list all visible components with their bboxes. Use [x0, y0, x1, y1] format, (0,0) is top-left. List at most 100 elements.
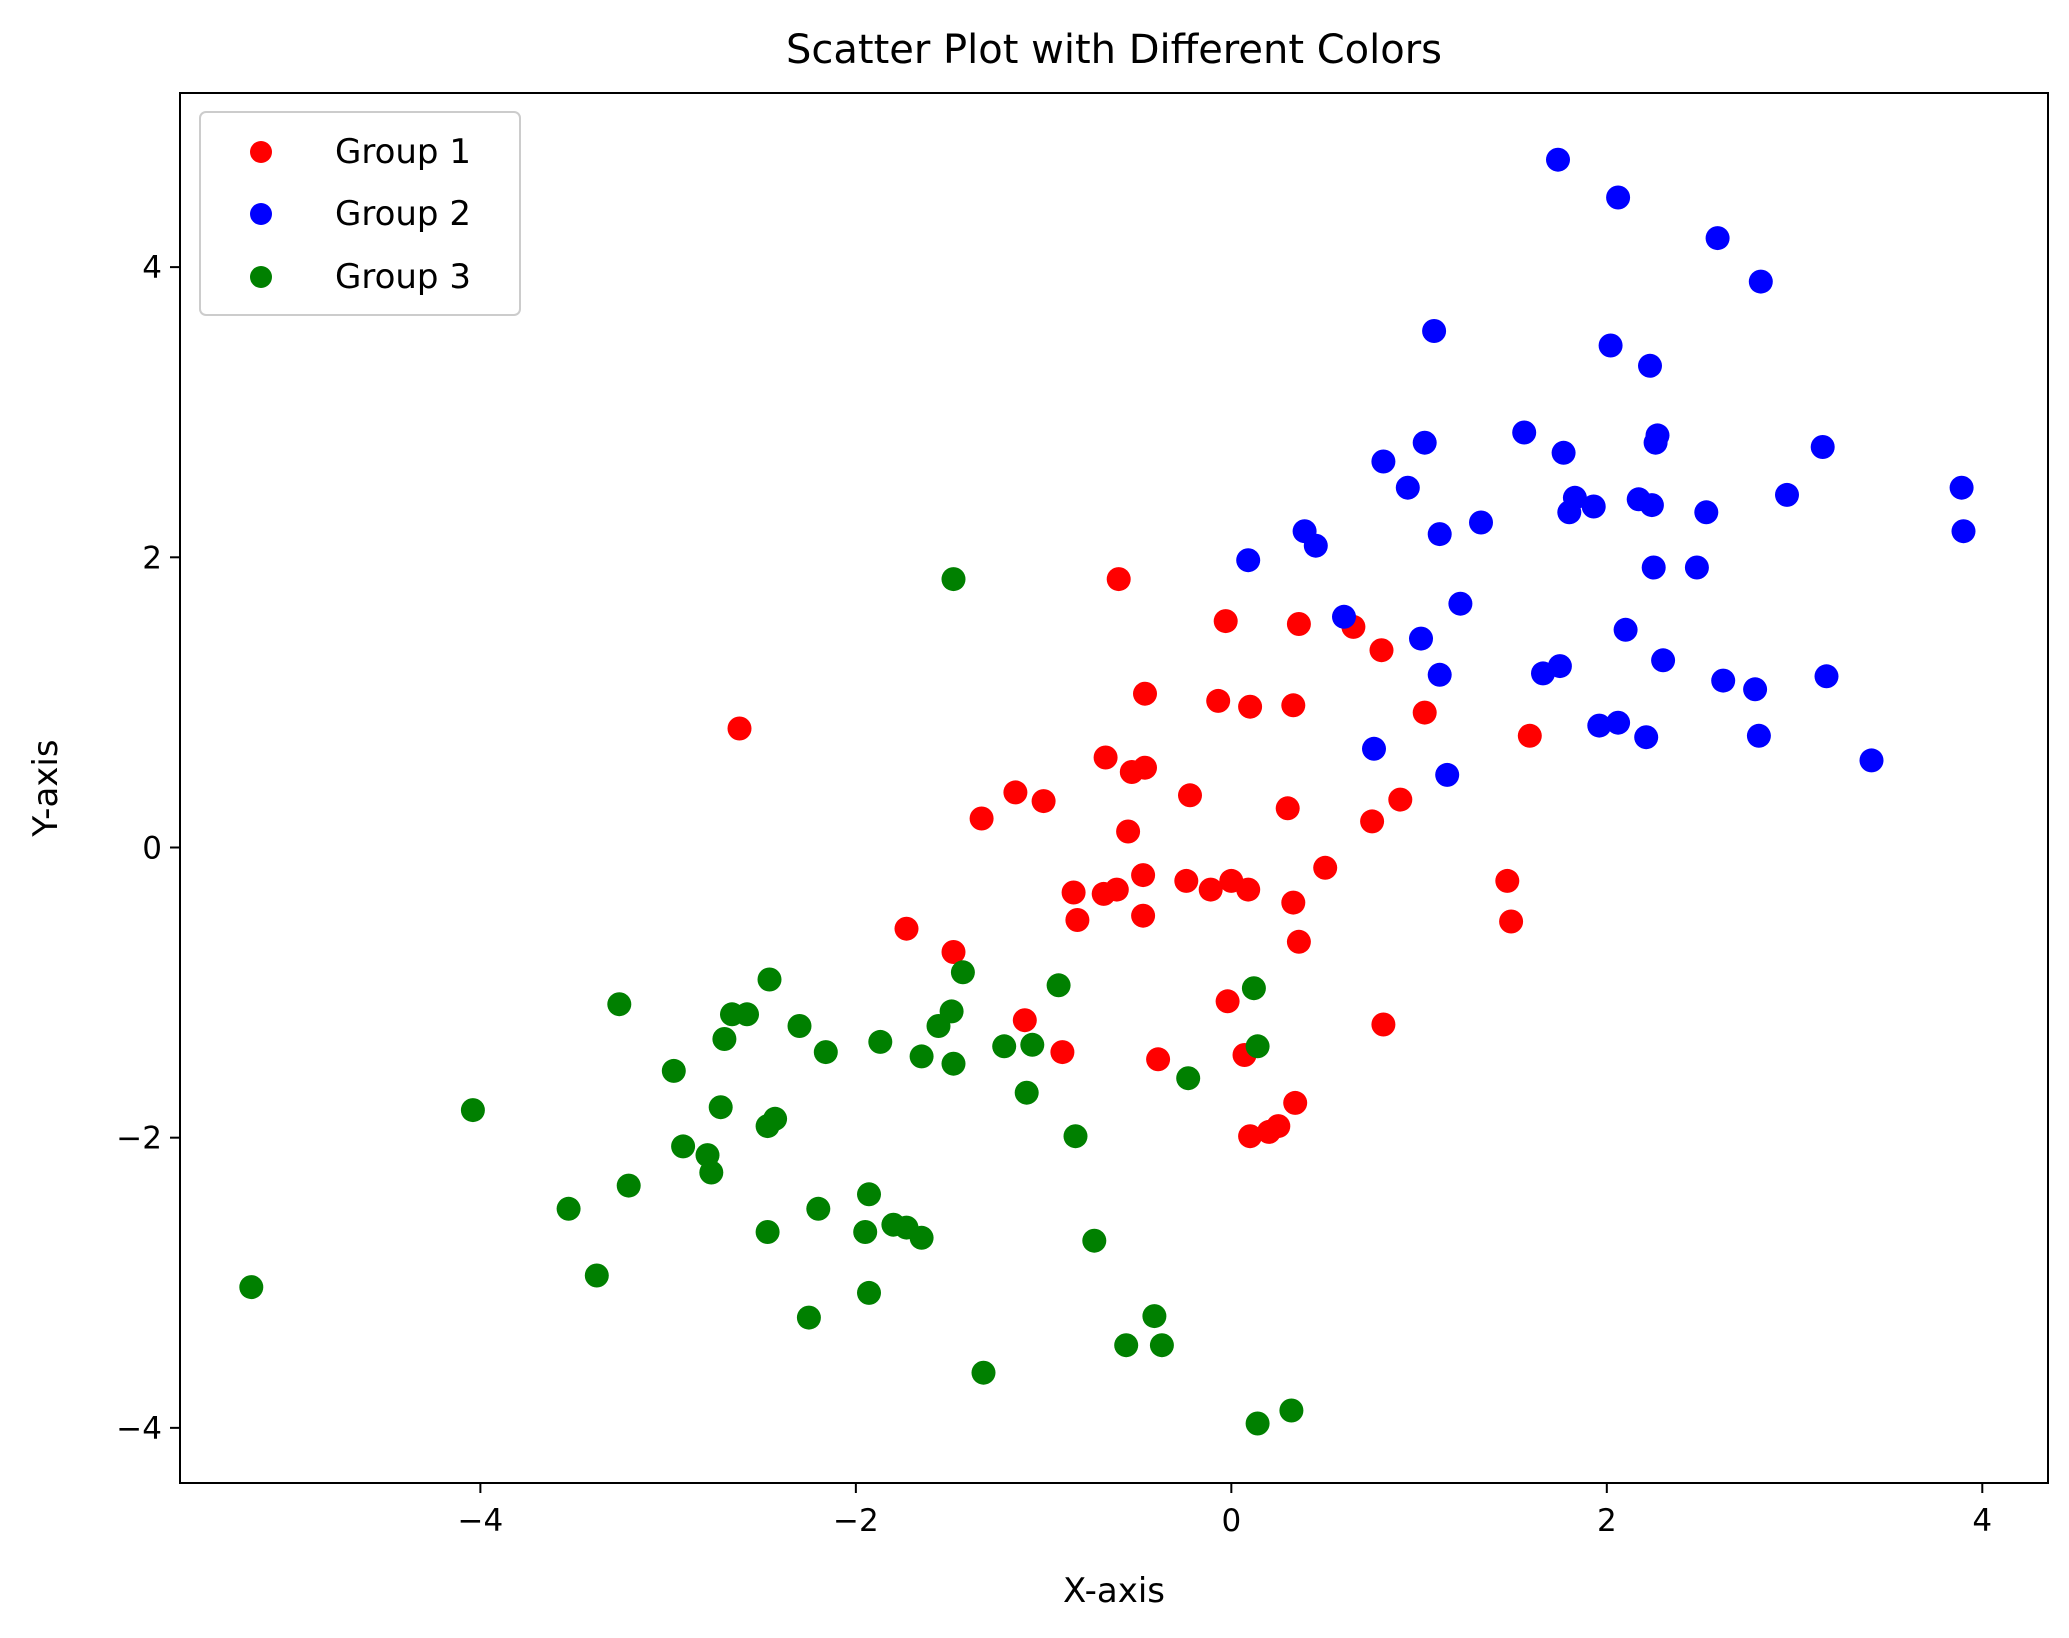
group-1-point-38: [894, 916, 919, 941]
x-tick-label: 2: [1597, 1503, 1617, 1539]
group-3-point-20: [661, 1058, 686, 1083]
plot-frame: [179, 92, 2049, 1484]
group-1-point-19: [1275, 796, 1300, 821]
group-2-point-41: [1743, 677, 1768, 702]
group-1-point-26: [1091, 881, 1116, 906]
group-1-point-33: [1495, 868, 1520, 893]
group-1-point-6: [1369, 638, 1394, 663]
group-2-point-16: [1949, 475, 1974, 500]
group-2-point-9: [1412, 430, 1437, 455]
group-1-point-28: [1174, 868, 1199, 893]
group-3-point-7: [787, 1014, 812, 1038]
group-1-point-47: [1283, 1090, 1308, 1115]
y-tick-label: 2: [142, 540, 162, 576]
legend-box: [199, 111, 521, 316]
group-2-point-47: [1362, 736, 1386, 761]
group-3-point-38: [755, 1220, 780, 1244]
group-3-point-15: [1020, 1032, 1045, 1057]
group-2-point-4: [1748, 269, 1773, 294]
group-3-point-19: [941, 1051, 966, 1076]
group-2-point-43: [1587, 713, 1612, 738]
group-3-point-27: [1063, 1124, 1088, 1149]
legend-marker-group-1: [250, 141, 272, 163]
group-2-point-10: [1551, 440, 1576, 465]
x-tick-label: −2: [833, 1503, 879, 1539]
group-3-point-10: [1046, 973, 1071, 998]
group-2-point-29: [1236, 548, 1261, 573]
group-1-point-21: [1388, 787, 1413, 812]
group-3-point-28: [671, 1134, 696, 1159]
group-2-point-3: [1705, 226, 1730, 251]
group-3-point-16: [1245, 1034, 1270, 1059]
group-1-point-11: [1412, 700, 1437, 725]
group-1-point-15: [1119, 760, 1144, 784]
legend-marker-group-3: [250, 266, 272, 288]
group-3-point-22: [1014, 1080, 1039, 1105]
group-1-point-13: [1093, 745, 1118, 770]
group-3-point-45: [1142, 1304, 1167, 1329]
group-3-point-48: [971, 1360, 996, 1385]
group-3-point-18: [909, 1044, 934, 1069]
group-1-point-18: [1178, 783, 1202, 808]
axis-ticks: −4 −2 0 2 4 −4 −2 0 2 4: [116, 250, 1992, 1539]
group-3-point-41: [584, 1263, 609, 1288]
group-3-point-4: [607, 992, 632, 1017]
group-3-point-47: [1149, 1333, 1174, 1358]
group-2-point-27: [1427, 522, 1452, 547]
group-3-point-49: [1279, 1398, 1304, 1423]
group-1-point-44: [1050, 1040, 1075, 1065]
group-3-point-17: [813, 1040, 838, 1065]
legend-label-group-2: Group 2: [335, 194, 471, 234]
group-1-point-36: [1281, 890, 1306, 915]
group-2-point-49: [1859, 748, 1884, 773]
group-1-point-1: [727, 716, 752, 741]
group-3-point-42: [857, 1280, 881, 1305]
group-2-point-8: [1512, 420, 1537, 445]
legend-marker-group-2: [250, 203, 272, 225]
group-1-point-39: [941, 940, 966, 964]
group-3-point-50: [1245, 1411, 1270, 1436]
group-2-point-42: [1814, 664, 1839, 689]
group-3-point-32: [857, 1182, 881, 1207]
group-3-point-40: [1082, 1228, 1107, 1253]
group-3-point-13: [868, 1029, 893, 1054]
group-3-point-31: [616, 1173, 641, 1198]
y-tick-label: 4: [142, 250, 162, 286]
group-1-point-4: [1286, 612, 1311, 636]
group-3-point-33: [556, 1196, 581, 1221]
group-3-point-30: [699, 1160, 724, 1185]
group-3-point-12: [712, 1027, 737, 1051]
group-1-point-27: [1061, 880, 1086, 905]
group-1-point-32: [1313, 855, 1338, 880]
group-3-point-24: [708, 1095, 733, 1120]
group-1-point-3: [1213, 609, 1238, 634]
group-1-point-31: [1236, 877, 1261, 902]
group-2-point-24: [1469, 510, 1493, 535]
group-2-point-13: [1810, 435, 1835, 459]
group-1-point-2: [1106, 567, 1131, 592]
group-2-point-26: [1303, 533, 1328, 558]
group-1-point-49: [1256, 1119, 1281, 1144]
group-1-point-40: [1286, 929, 1311, 954]
group-1-point-37: [1499, 909, 1524, 934]
group-2-point-39: [1651, 648, 1676, 673]
group-2-point-21: [1557, 500, 1582, 525]
group-2-point-28: [1951, 519, 1976, 544]
y-tick-label: −4: [116, 1411, 162, 1447]
chart-title: Scatter Plot with Different Colors: [786, 27, 1442, 73]
legend-label-group-1: Group 1: [335, 132, 471, 172]
group-2-point-36: [1427, 662, 1452, 687]
group-1-point-9: [1238, 694, 1263, 719]
group-1-point-50: [1238, 1124, 1263, 1149]
group-2-point-12: [1643, 430, 1668, 455]
group-2-point-30: [1641, 555, 1666, 580]
group-2-point-40: [1711, 668, 1736, 693]
group-3-point-2: [757, 967, 782, 992]
group-1-point-7: [1133, 681, 1157, 706]
group-1-point-35: [1131, 903, 1156, 928]
group-1-point-41: [1215, 989, 1240, 1014]
group-1-point-20: [969, 806, 994, 831]
group-2-point-2: [1606, 185, 1631, 210]
group-1-point-12: [1517, 723, 1542, 748]
